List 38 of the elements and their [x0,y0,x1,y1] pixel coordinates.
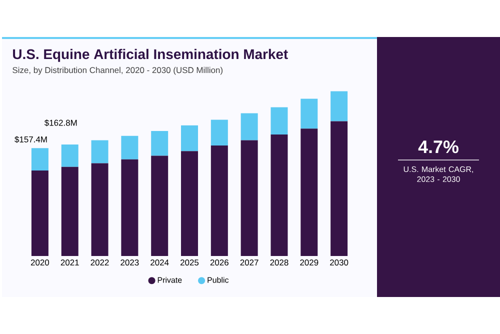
x-tick-label: 2030 [330,260,348,266]
x-tick-label: 2021 [60,260,79,266]
annotation: $157.4M [14,136,47,143]
annotation: $162.8M [44,119,77,126]
bar [151,156,168,256]
x-tick-label: 2027 [240,260,258,266]
x-tick-label: 2024 [150,260,169,266]
bar [121,159,138,256]
bar [240,140,258,256]
bar [330,121,348,256]
bar [210,120,228,146]
bar [61,144,78,167]
x-tick-label: 2029 [300,260,318,266]
bar [181,151,198,256]
bar [61,166,78,256]
x-tick-label: 2020 [30,260,50,266]
bar [270,107,288,134]
bar [240,113,258,140]
bar [181,125,198,152]
bar [91,140,108,164]
chart-subtitle: Size, by Distribution Channel, 2020 - 2030 (USD Million) [12,66,222,75]
text: 4.7% [418,140,458,154]
x-tick-label: 2026 [210,260,228,266]
bar [270,134,288,256]
bar [31,148,48,171]
x-tick-label: 2025 [180,260,199,266]
bar [210,145,228,256]
x-tick-label: 2028 [270,260,288,266]
x-tick-label: 2023 [120,260,139,266]
bar [91,163,108,256]
bar [151,130,168,156]
bar [121,136,138,160]
bar [300,128,318,256]
bar [31,170,48,256]
bar [300,98,318,129]
x-tick-label: 2022 [90,260,109,266]
bar [330,91,348,122]
chart-title: U.S. Equine Artificial Insemination Market [13,48,288,62]
